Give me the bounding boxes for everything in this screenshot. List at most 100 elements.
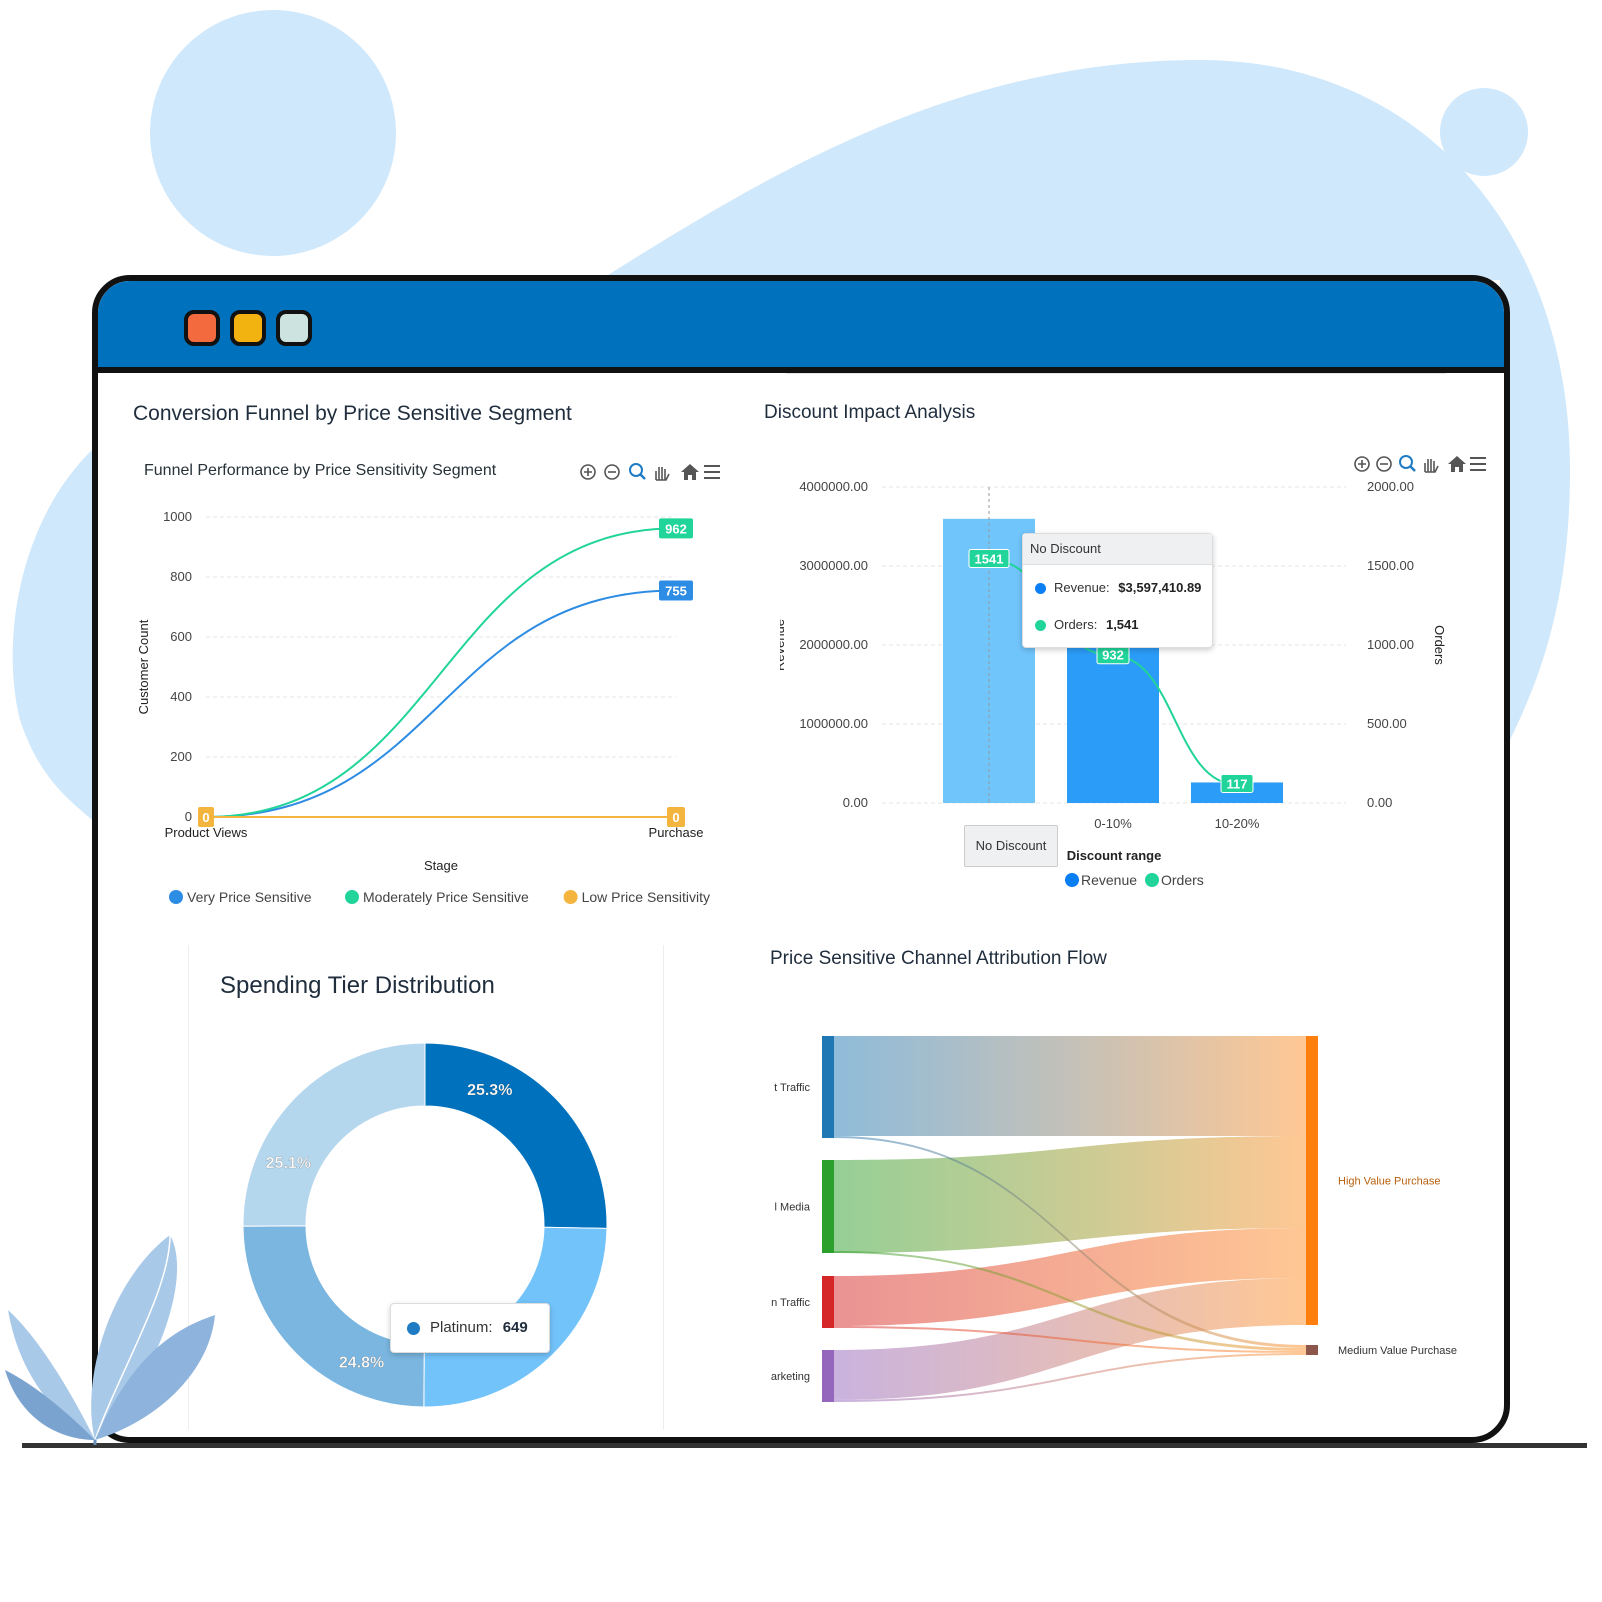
tooltip-orders-row: Orders: 1,541 [1035, 617, 1139, 632]
legend-marker [345, 890, 359, 904]
discount-card-title: Discount Impact Analysis [764, 402, 976, 423]
menu-icon[interactable] [1470, 457, 1486, 471]
target-label: High Value Purchase [1338, 1176, 1441, 1188]
end-label: 755 [665, 584, 687, 599]
source-label: t Traffic [774, 1082, 810, 1094]
legend-label: Orders [1161, 872, 1204, 888]
legend-marker [1065, 873, 1079, 887]
x-axis-title: Stage [424, 858, 458, 873]
orders-dot [1035, 620, 1046, 632]
end-label: 962 [665, 521, 687, 536]
sankey-flow [834, 1136, 1306, 1253]
end-label-box [667, 807, 685, 827]
zoom-in-icon[interactable] [580, 464, 596, 480]
spending-tooltip: Platinum: 649 [390, 1303, 550, 1353]
spending-card [188, 945, 664, 1430]
top-divider [786, 373, 1446, 374]
background-circle-large [150, 10, 396, 256]
tooltip-revenue-label: Revenue: [1054, 580, 1110, 595]
x-tick-label: 0-10% [1094, 816, 1132, 831]
legend-label: Moderately Price Sensitive [363, 889, 529, 905]
y2-tick-label: 2000.00 [1367, 479, 1414, 494]
source-node [822, 1276, 834, 1328]
x-tick-label: Product Views [165, 825, 248, 840]
series-line [205, 589, 677, 818]
source-label: l Media [775, 1202, 811, 1214]
y-tick-label: 400 [170, 689, 192, 704]
y-tick-label: 2000000.00 [799, 637, 868, 652]
source-node [822, 1036, 834, 1138]
pan-hand-icon[interactable] [655, 467, 670, 481]
leaf-decoration [5, 1234, 215, 1445]
sankey-flow [834, 1228, 1306, 1326]
tooltip-orders-value: 1,541 [1105, 617, 1139, 632]
y2-tick-label: 1000.00 [1367, 637, 1414, 652]
home-icon[interactable] [681, 464, 699, 480]
tooltip-title: No Discount [1023, 534, 1212, 565]
discount-tooltip: No Discount Revenue: $3,597,410.89 Order… [1022, 533, 1213, 648]
series-line [205, 527, 677, 818]
slice-label: 24.8% [339, 1354, 384, 1371]
legend-label: Very Price Sensitive [187, 889, 312, 905]
zoom-out-icon[interactable] [604, 464, 620, 480]
sankey-flow [834, 1251, 1306, 1351]
zoom-out-icon[interactable] [1376, 456, 1392, 472]
y-tick-label: 0.00 [843, 795, 868, 810]
discount-toolbar [1354, 455, 1486, 473]
funnel-chart-title: Funnel Performance by Price Sensitivity … [144, 462, 497, 479]
channel-sankey-chart: t Traffic l Media n Traffic arketing High Va… [771, 1036, 1457, 1402]
orders-label-box [1220, 774, 1254, 794]
revenue-bar [1067, 643, 1159, 803]
legend-marker [169, 890, 183, 904]
end-label: 0 [672, 810, 679, 825]
discount-chart: 0.00 1000000.00 2000000.00 3000000.00 400000… [780, 479, 1447, 888]
tooltip-tier-name: Platinum: [430, 1319, 493, 1336]
funnel-card-title: Conversion Funnel by Price Sensitive Seg… [133, 402, 572, 425]
floor-line [22, 1443, 1587, 1448]
donut-slice [242, 1225, 425, 1408]
y2-tick-label: 500.00 [1367, 716, 1407, 731]
end-label-box [659, 580, 693, 601]
legend-label: Revenue [1081, 872, 1137, 888]
donut-slice [242, 1042, 426, 1227]
home-icon[interactable] [1448, 456, 1466, 472]
funnel-toolbar [580, 463, 720, 481]
channel-card-title: Price Sensitive Channel Attribution Flow [770, 948, 1107, 969]
window-titlebar [98, 281, 1504, 373]
y-tick-label: 3000000.00 [799, 558, 868, 573]
y-tick-label: 1000000.00 [799, 716, 868, 731]
source-node [822, 1350, 834, 1402]
magnify-icon[interactable] [629, 463, 646, 480]
y2-axis-title: Orders [1432, 625, 1447, 665]
minimize-window-button[interactable] [230, 310, 266, 346]
y2-tick-label: 0.00 [1367, 795, 1392, 810]
y-tick-label: 600 [170, 629, 192, 644]
revenue-dot [1035, 583, 1046, 595]
background-circle-small [1440, 88, 1528, 176]
legend-label: Low Price Sensitivity [582, 889, 710, 905]
xaxis-hover-label: No Discount [964, 825, 1058, 867]
legend-marker [563, 890, 578, 904]
source-label: arketing [771, 1371, 810, 1383]
orders-label-box [968, 549, 1010, 569]
spending-donut-chart: 25.3% 24.8% 25.1% [242, 1042, 608, 1408]
start-label: 0 [202, 810, 209, 825]
y-tick-label: 800 [170, 569, 192, 584]
menu-icon[interactable] [704, 465, 720, 479]
maximize-window-button[interactable] [276, 310, 312, 346]
zoom-in-icon[interactable] [1354, 456, 1370, 472]
tooltip-orders-label: Orders: [1054, 617, 1098, 632]
orders-label: 117 [1227, 777, 1248, 792]
close-window-button[interactable] [184, 310, 220, 346]
start-label-box [198, 807, 214, 827]
sankey-flow [834, 1136, 1306, 1348]
magnify-icon[interactable] [1399, 455, 1416, 472]
source-node [822, 1160, 834, 1253]
y-axis-title: Customer Count [136, 619, 151, 714]
slice-label: 25.3% [467, 1082, 512, 1099]
pan-hand-icon[interactable] [1424, 459, 1439, 473]
y-tick-label: 200 [170, 749, 192, 764]
funnel-chart: 0 200 400 600 800 1000 Product Views Purchase St… [136, 509, 710, 905]
source-label: n Traffic [771, 1297, 810, 1309]
